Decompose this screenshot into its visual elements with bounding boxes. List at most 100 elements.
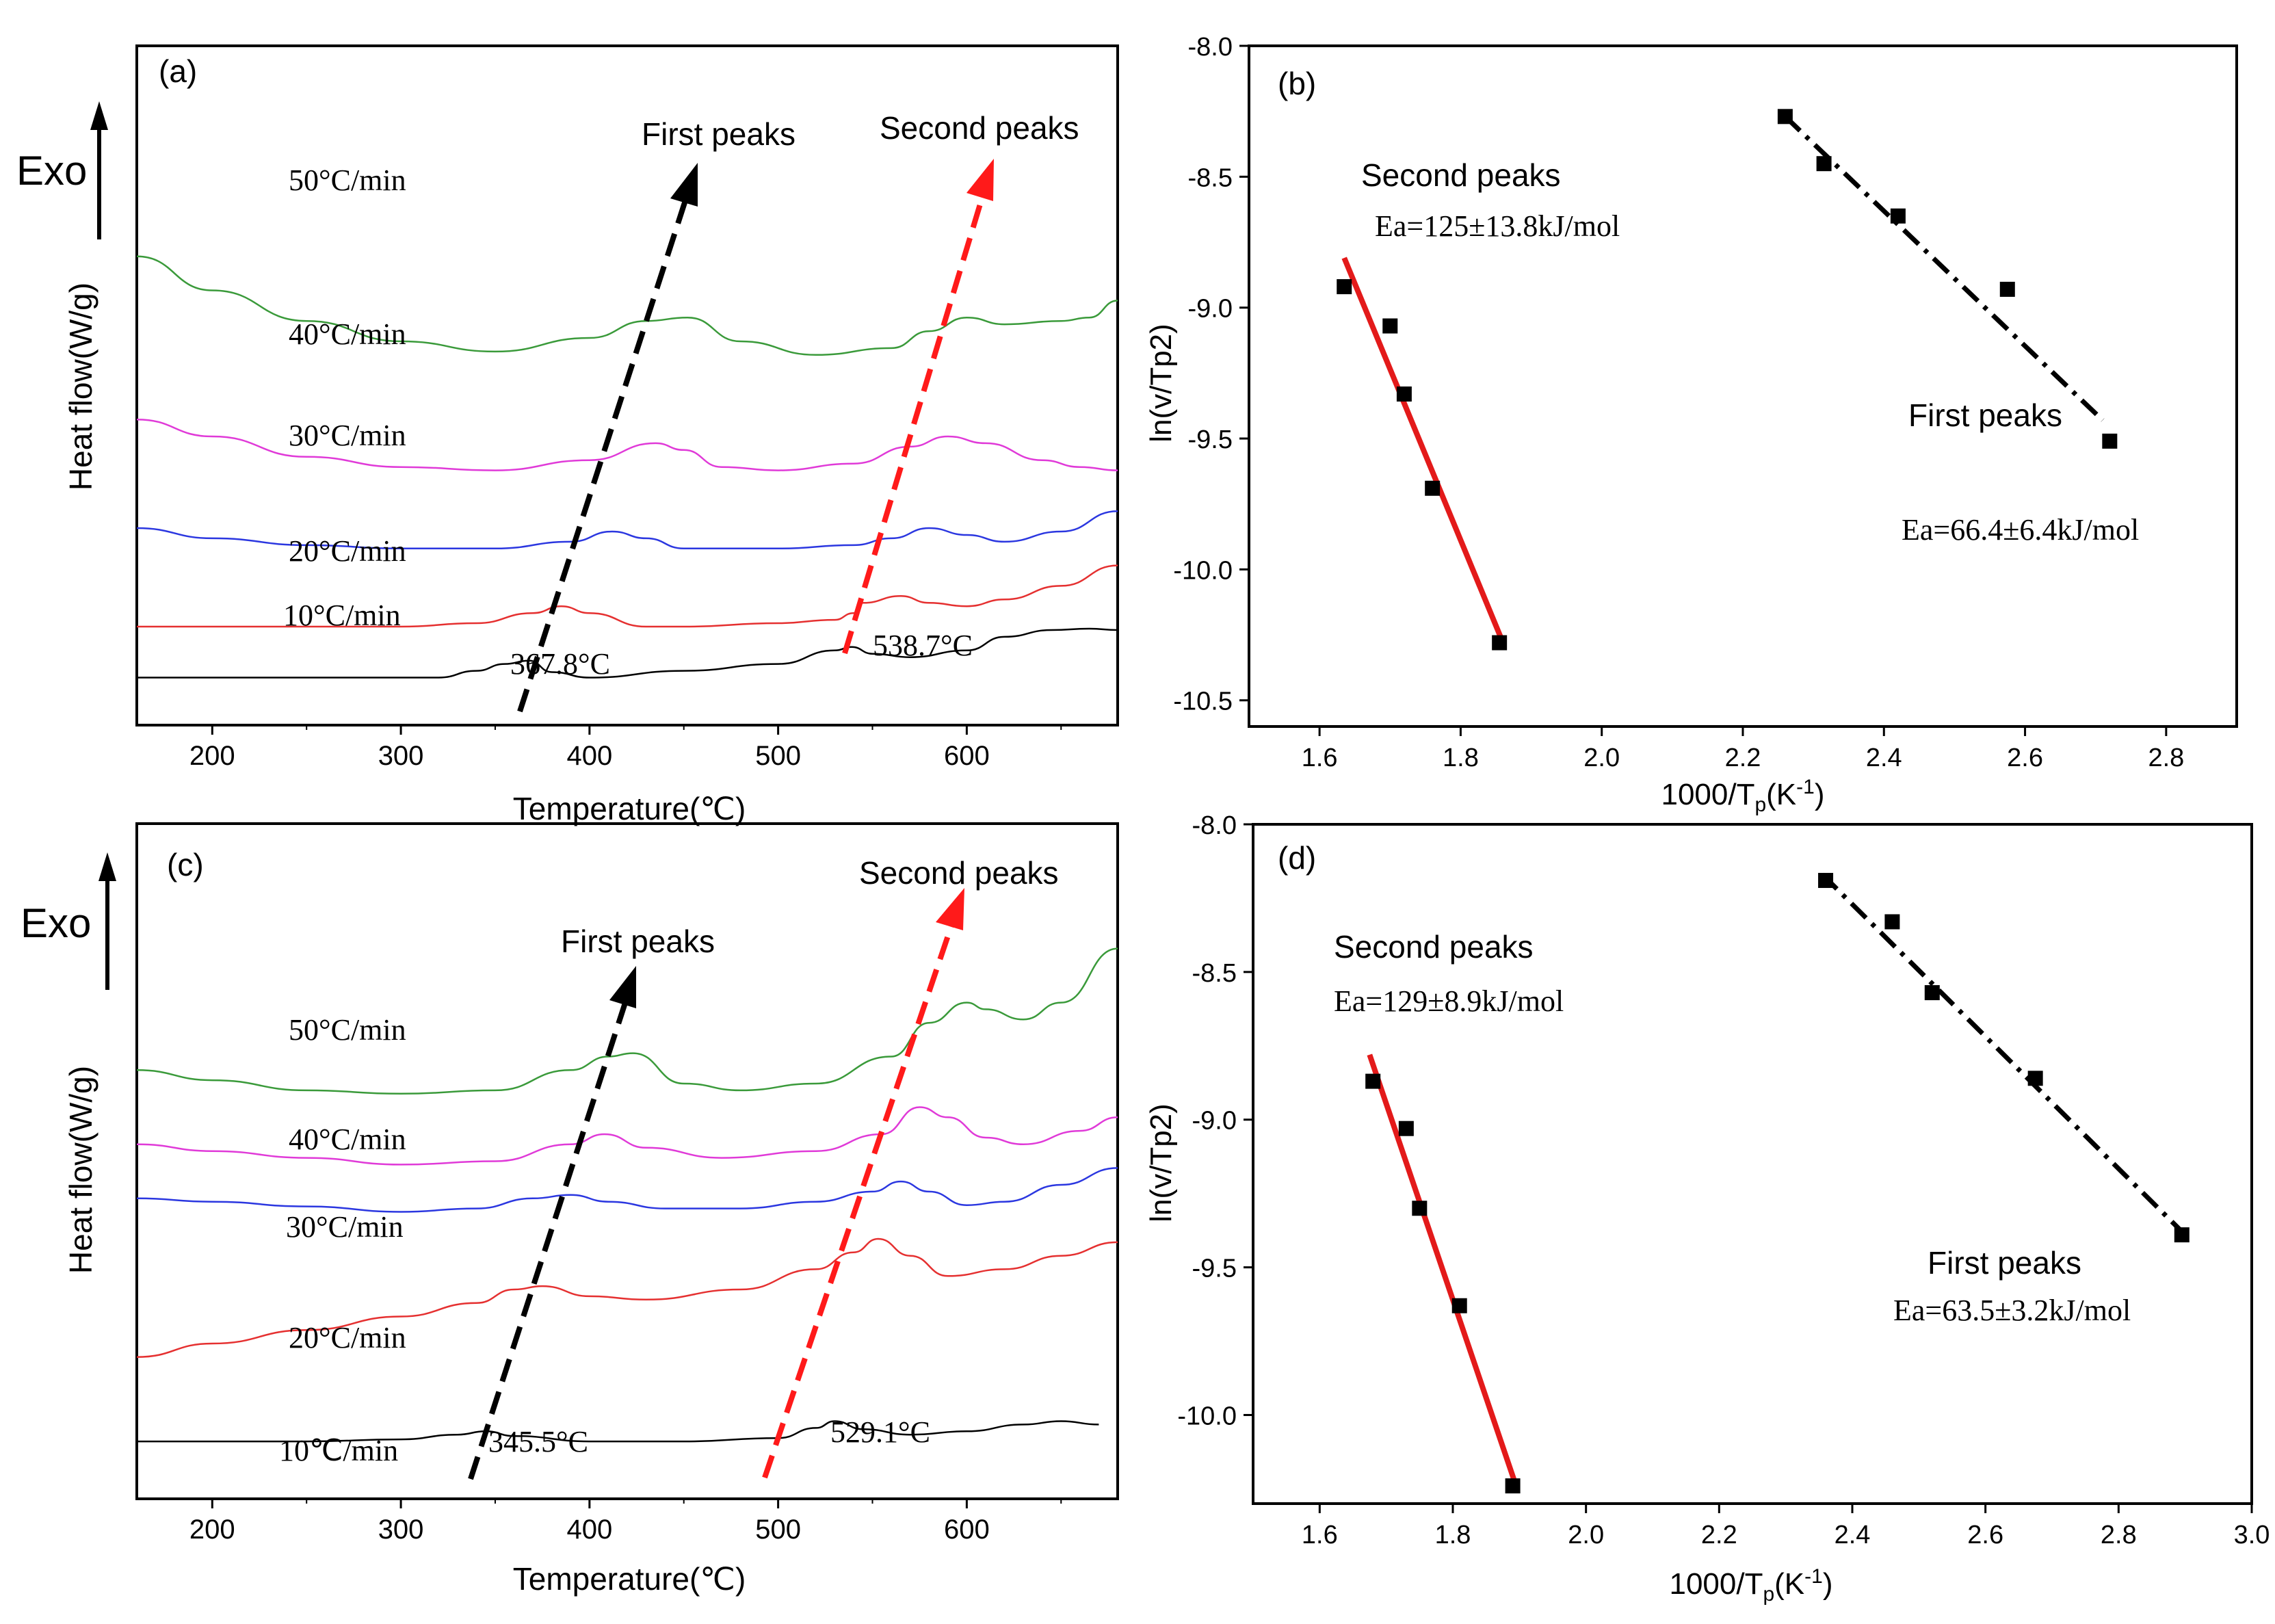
ea-label-b-second: Ea=125±13.8kJ/mol	[1375, 209, 1620, 243]
dsc-curve-0	[136, 1420, 1099, 1443]
peak-annotation-c-1: 345.5°C	[488, 1425, 588, 1458]
rate-label-a-20: 20°C/min	[289, 534, 406, 568]
ea-label-d-second: Ea=129±8.9kJ/mol	[1334, 984, 1564, 1018]
fit-lines-d	[1367, 872, 2187, 1487]
second-peaks-label-a: Second peaks	[880, 110, 1079, 146]
x-tick-label-3: 500	[755, 1515, 801, 1545]
y-tick-label-5: -10.5	[1173, 687, 1233, 716]
data-point-0-2	[1396, 386, 1412, 402]
panel-a: 200 300 400 500 600 (a) Exo Heat flow(W/g) T…	[16, 44, 1119, 826]
series-group-a	[136, 255, 1118, 679]
dsc-curve-3	[136, 418, 1118, 471]
data-point-0-2	[1412, 1201, 1428, 1216]
panel-label-b: (b)	[1278, 66, 1316, 101]
rate-label-c-20: 20°C/min	[289, 1321, 406, 1354]
x-tick-label-6: 2.8	[2148, 744, 2184, 772]
rate-label-a-40: 40°C/min	[289, 317, 406, 351]
rate-label-c-50: 50°C/min	[289, 1013, 406, 1047]
peak-annotation-a-1: 367.8°C	[510, 647, 610, 681]
x-tick-label-4: 2.4	[1835, 1521, 1871, 1549]
second-peaks-label-d: Second peaks	[1334, 929, 1534, 965]
data-point-1-3	[2027, 1071, 2043, 1086]
rate-label-a-30: 30°C/min	[289, 419, 406, 452]
x-tick-label-1: 1.8	[1435, 1521, 1471, 1549]
first-peaks-arrowhead-a	[670, 163, 698, 207]
x-tick-label-3: 2.2	[1701, 1521, 1737, 1549]
peak-annotation-a-2: 538.7°C	[873, 629, 973, 662]
y-tick-label-1: -8.5	[1192, 959, 1237, 988]
x-tick-label-3: 500	[755, 741, 801, 771]
x-tick-label-4: 600	[944, 741, 990, 771]
second-peaks-arrow-c	[762, 922, 955, 1479]
rate-label-a-50: 50°C/min	[289, 163, 406, 197]
x-tick-label-2: 400	[566, 741, 612, 771]
exo-label-c: Exo	[21, 900, 91, 946]
second-peaks-label-b: Second peaks	[1361, 157, 1561, 193]
plot-frame-a	[135, 44, 1119, 726]
x-ticks-c: 200 300 400 500 600	[189, 1499, 1062, 1545]
x-tick-label-0: 1.6	[1302, 744, 1338, 772]
dsc-curve-1	[136, 564, 1118, 628]
ea-label-d-first: Ea=63.5±3.2kJ/mol	[1893, 1294, 2131, 1327]
data-point-1-2	[1924, 985, 1940, 1001]
plot-frame-c	[135, 822, 1119, 1500]
rate-label-c-40: 40°C/min	[289, 1123, 406, 1156]
rate-label-c-30: 30°C/min	[286, 1210, 404, 1244]
dsc-curve-2	[136, 1167, 1118, 1213]
data-point-0-4	[1505, 1478, 1521, 1494]
dsc-curve-0	[137, 627, 1118, 679]
series-group-c	[136, 947, 1118, 1443]
y-tick-label-2: -9.0	[1188, 295, 1233, 324]
ticks-b: 1.6 1.8 2.0 2.2 2.4 2.6 2.8 -8.0 -8.5 -9.0 -9.5 -10…	[1173, 33, 2184, 772]
data-point-1-1	[1816, 156, 1832, 172]
first-peaks-arrow-c	[468, 1001, 628, 1480]
second-peaks-label-c: Second peaks	[859, 855, 1059, 891]
panel-label-d: (d)	[1278, 840, 1316, 876]
x-tick-label-0: 1.6	[1302, 1521, 1338, 1549]
y-tick-label-0: -8.0	[1188, 33, 1233, 62]
x-tick-label-0: 200	[189, 741, 235, 771]
exo-arrowhead-c	[98, 852, 116, 881]
y-axis-label-c: Heat flow(W/g)	[63, 1066, 98, 1274]
x-tick-label-6: 2.8	[2101, 1521, 2137, 1549]
dsc-curve-4	[136, 947, 1118, 1095]
x-tick-label-1: 300	[378, 1515, 424, 1545]
x-tick-label-5: 2.6	[2007, 744, 2043, 772]
data-point-0-3	[1425, 480, 1441, 496]
fit-line-1	[1820, 872, 2187, 1237]
rate-label-c-10: 10℃/min	[279, 1434, 398, 1467]
x-tick-label-4: 600	[944, 1515, 990, 1545]
first-peaks-arrow-a	[517, 197, 689, 713]
dsc-curve-2	[136, 510, 1118, 550]
y-axis-label-b: ln(v/Tp2)	[1144, 324, 1178, 443]
x-tick-label-4: 2.4	[1866, 744, 1902, 772]
data-point-1-0	[1818, 873, 1834, 889]
y-tick-label-2: -9.0	[1192, 1107, 1237, 1136]
panel-label-a: (a)	[159, 53, 197, 89]
first-peaks-label-b: First peaks	[1908, 397, 2062, 433]
x-tick-label-2: 2.0	[1583, 744, 1620, 772]
data-point-0-1	[1398, 1121, 1414, 1136]
data-point-1-4	[2102, 433, 2118, 449]
second-peaks-arrow-a	[842, 194, 986, 655]
data-point-1-0	[1777, 109, 1793, 125]
x-tick-label-0: 200	[189, 1515, 235, 1545]
x-axis-label-a: Temperature(℃)	[513, 791, 746, 826]
y-tick-label-1: -8.5	[1188, 163, 1233, 192]
data-point-0-1	[1382, 318, 1398, 334]
panel-d: 1.6 1.8 2.0 2.2 2.4 2.6 2.8 3.0 -8.0 -8.5 -9.0 -9.5…	[1144, 811, 2270, 1606]
x-axis-label-d: 1000/Tp(K-1)	[1669, 1565, 1832, 1606]
data-point-0-0	[1337, 279, 1352, 295]
x-axis-label-c: Temperature(℃)	[513, 1561, 746, 1597]
data-point-0-3	[1451, 1298, 1467, 1313]
rate-label-a-10: 10°C/min	[283, 599, 401, 632]
x-axis-label-b: 1000/Tp(K-1)	[1661, 776, 1824, 816]
y-tick-label-0: -8.0	[1192, 811, 1237, 840]
points-d	[1365, 873, 2189, 1494]
y-tick-label-4: -10.0	[1173, 556, 1233, 585]
first-peaks-arrowhead-c	[609, 966, 636, 1008]
points-b	[1337, 109, 2118, 651]
dsc-curve-3	[136, 1106, 1118, 1166]
y-axis-label-a: Heat flow(W/g)	[63, 283, 98, 490]
